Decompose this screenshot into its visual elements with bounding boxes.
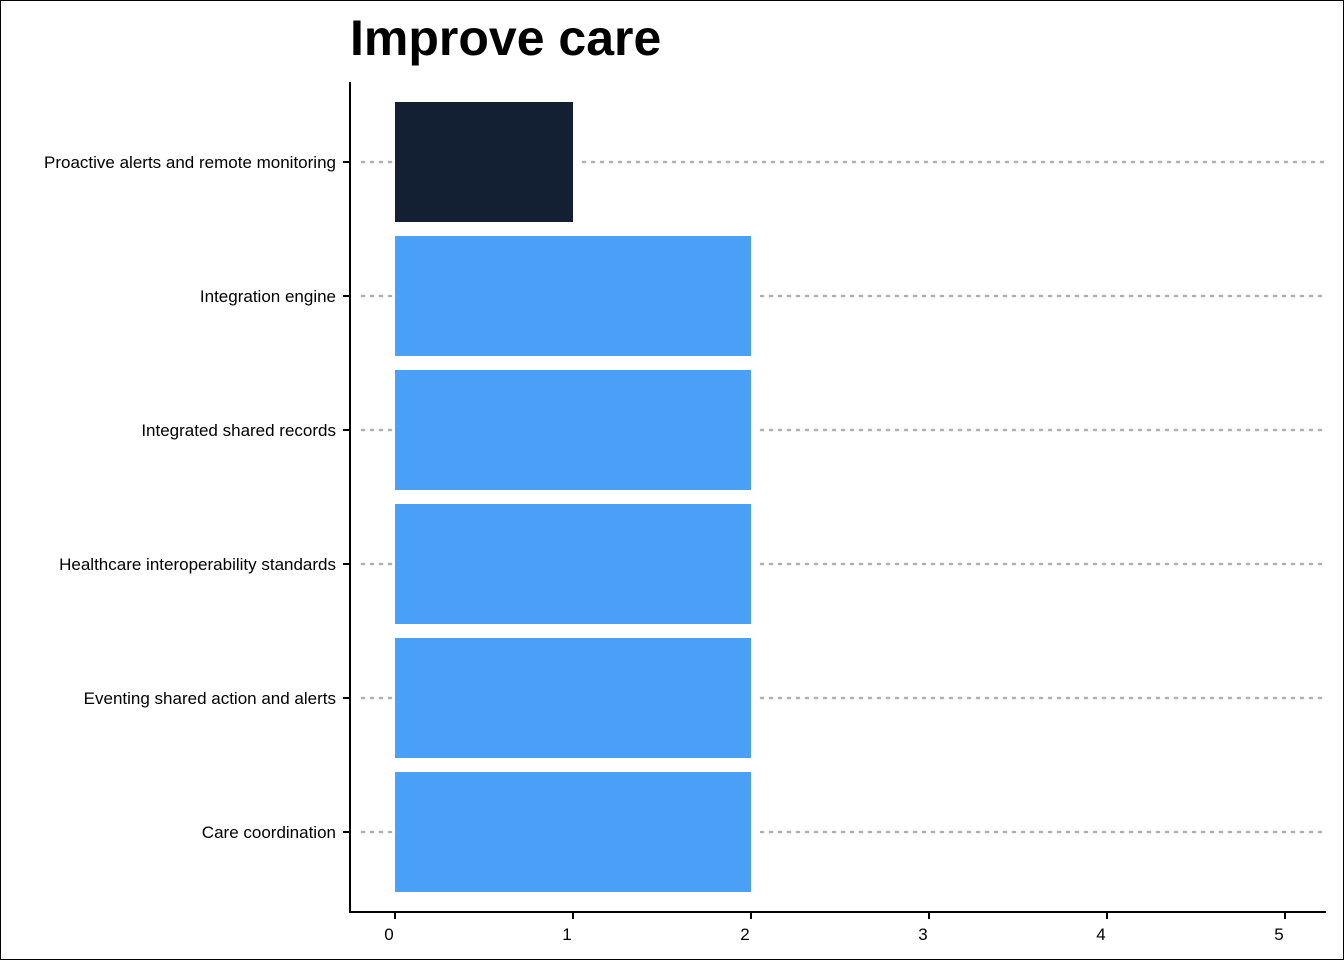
category-label: Proactive alerts and remote monitoring — [44, 153, 336, 172]
bar — [395, 102, 573, 222]
bar — [395, 504, 751, 624]
bar — [395, 236, 751, 356]
x-tick-label: 4 — [1096, 925, 1105, 944]
x-tick-label: 1 — [562, 925, 571, 944]
x-tick-label: 5 — [1274, 925, 1283, 944]
bar — [395, 638, 751, 758]
x-tick-label: 3 — [918, 925, 927, 944]
x-tick-label: 2 — [740, 925, 749, 944]
bar — [395, 772, 751, 892]
bar — [395, 370, 751, 490]
category-label: Integrated shared records — [141, 421, 336, 440]
category-label: Integration engine — [200, 287, 336, 306]
category-label: Care coordination — [202, 823, 336, 842]
x-tick-label: 0 — [384, 925, 393, 944]
category-label: Eventing shared action and alerts — [84, 689, 336, 708]
chart-title: Improve care — [350, 10, 662, 66]
category-label: Healthcare interoperability standards — [59, 555, 336, 574]
